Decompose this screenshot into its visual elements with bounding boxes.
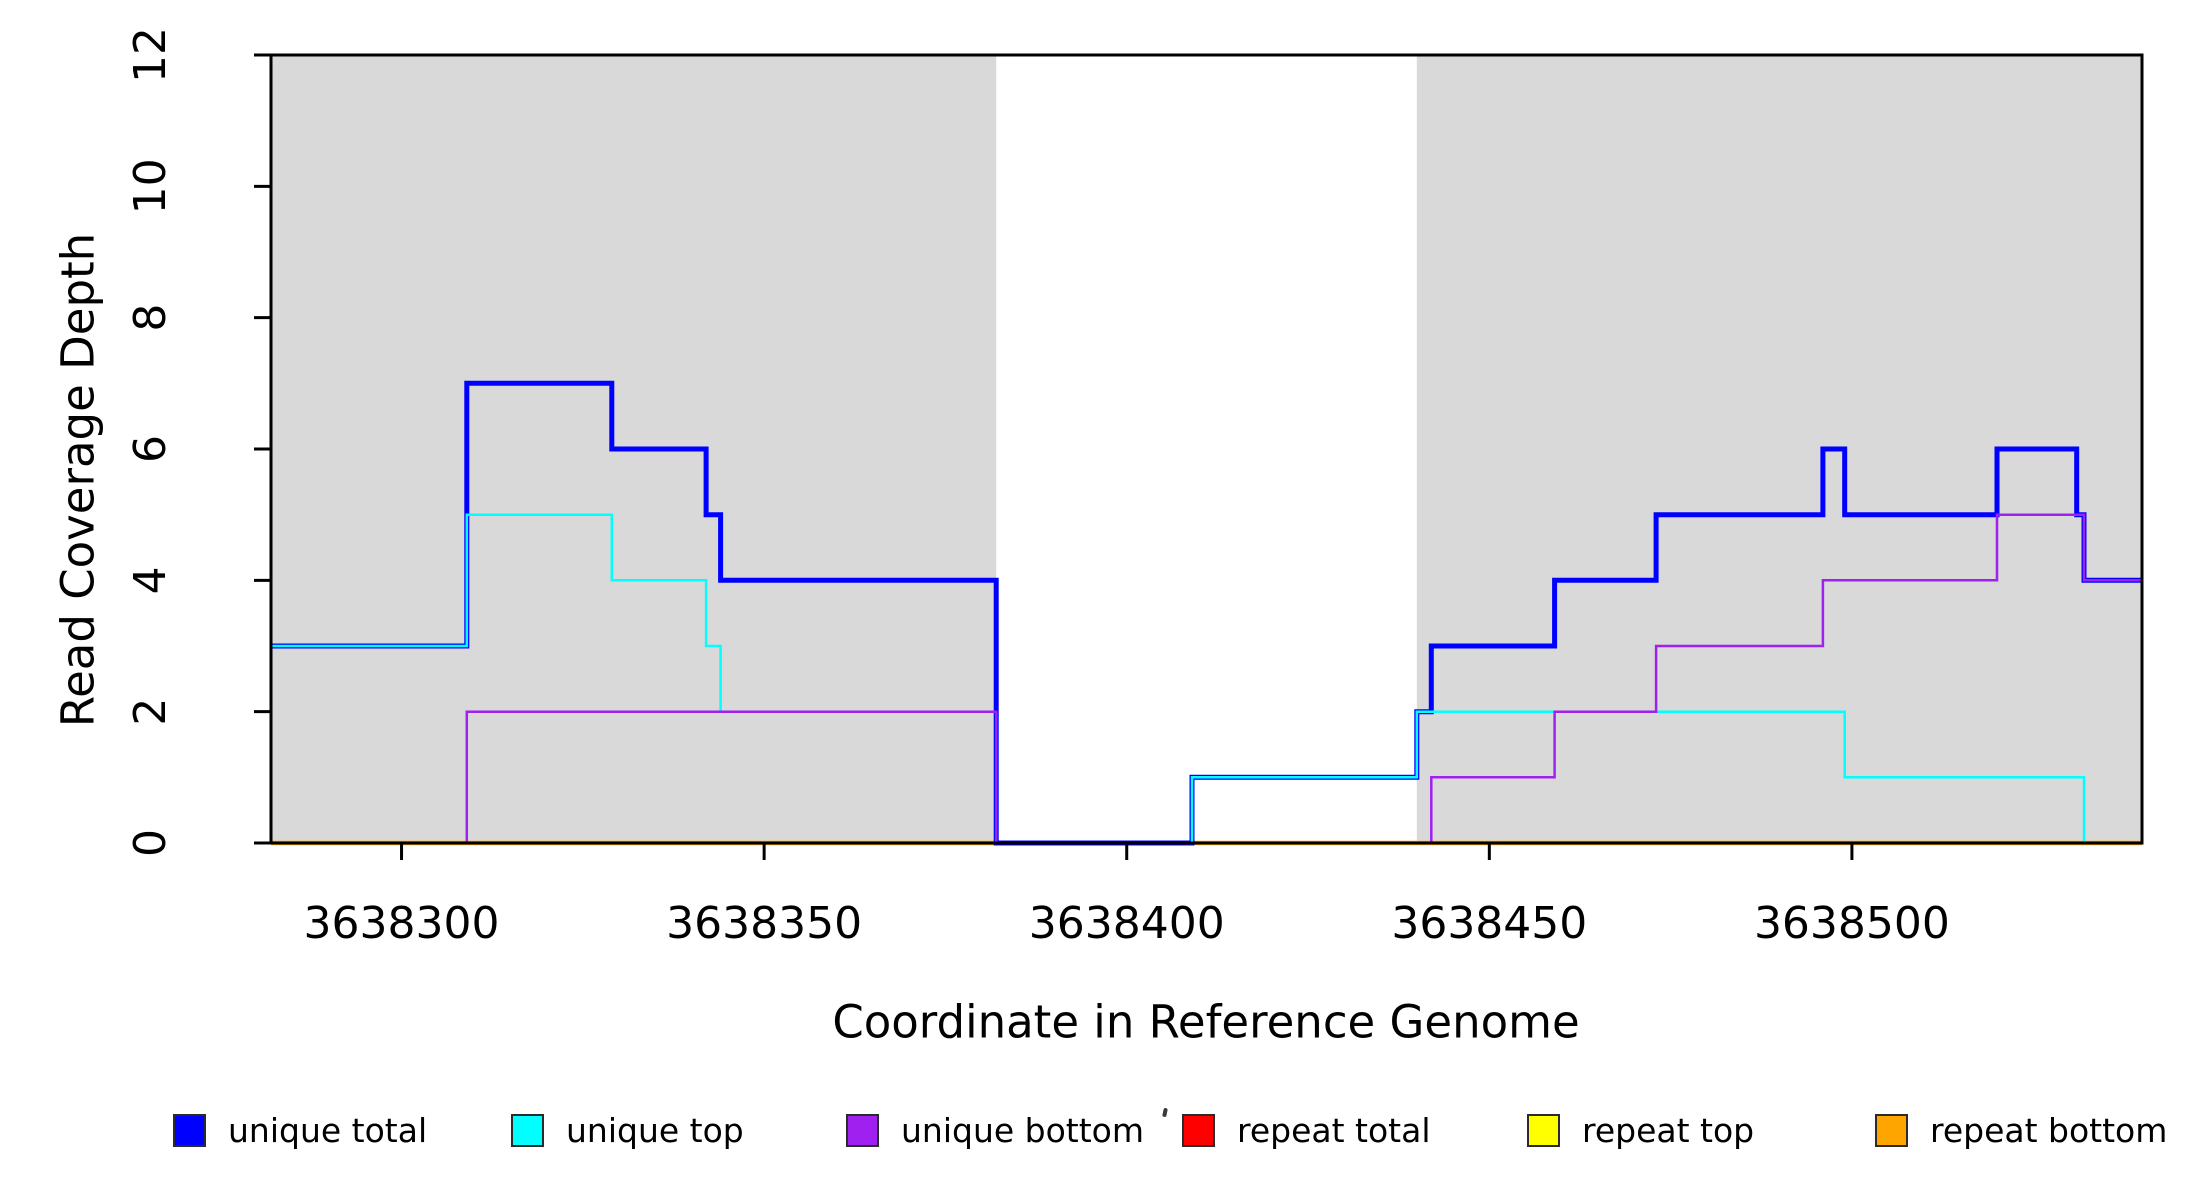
legend-label: repeat top	[1582, 1110, 1755, 1150]
legend-item-repeat-bottom: repeat bottom	[1875, 1108, 2167, 1152]
repeat-total-swatch-icon	[1182, 1113, 1215, 1147]
repeat-bottom-swatch-icon	[1875, 1113, 1908, 1147]
y-tick-label: 4	[125, 566, 176, 594]
x-tick-label: 3638450	[1391, 898, 1587, 949]
y-tick-label: 2	[125, 698, 176, 726]
x-tick-label: 3638500	[1754, 898, 1950, 949]
legend-item-unique-total: unique total	[173, 1108, 427, 1152]
legend-label: unique bottom	[901, 1110, 1145, 1150]
x-axis-title: Coordinate in Reference Genome	[832, 995, 1580, 1049]
legend-item-repeat-top: repeat top	[1527, 1108, 1754, 1152]
legend-item-repeat-total: repeat total	[1182, 1108, 1431, 1152]
unique-total-swatch-icon	[173, 1113, 206, 1147]
legend-item-unique-top: unique top	[511, 1108, 744, 1152]
legend-label: repeat bottom	[1930, 1110, 2168, 1150]
x-tick-label: 3638300	[304, 898, 500, 949]
x-tick-label: 3638400	[1029, 898, 1225, 949]
unique-bottom-swatch-icon	[846, 1113, 879, 1147]
y-axis-title: Read Coverage Depth	[51, 232, 105, 728]
legend-label: repeat total	[1237, 1110, 1431, 1150]
legend-label: unique top	[566, 1110, 744, 1150]
y-tick-label: 8	[125, 304, 176, 332]
y-tick-label: 6	[125, 435, 176, 463]
series-line-unique-bottom	[271, 513, 2142, 845]
x-tick-label: 3638350	[666, 898, 862, 949]
series-line-unique-total	[271, 380, 2142, 846]
legend-label: unique total	[228, 1110, 428, 1150]
legend-item-unique-bottom: unique bottom	[846, 1108, 1144, 1152]
y-tick-label: 0	[125, 829, 176, 857]
y-tick-label: 10	[125, 158, 176, 214]
repeat-top-swatch-icon	[1527, 1113, 1560, 1147]
y-tick-label: 12	[125, 27, 176, 83]
unique-top-swatch-icon	[511, 1113, 544, 1147]
